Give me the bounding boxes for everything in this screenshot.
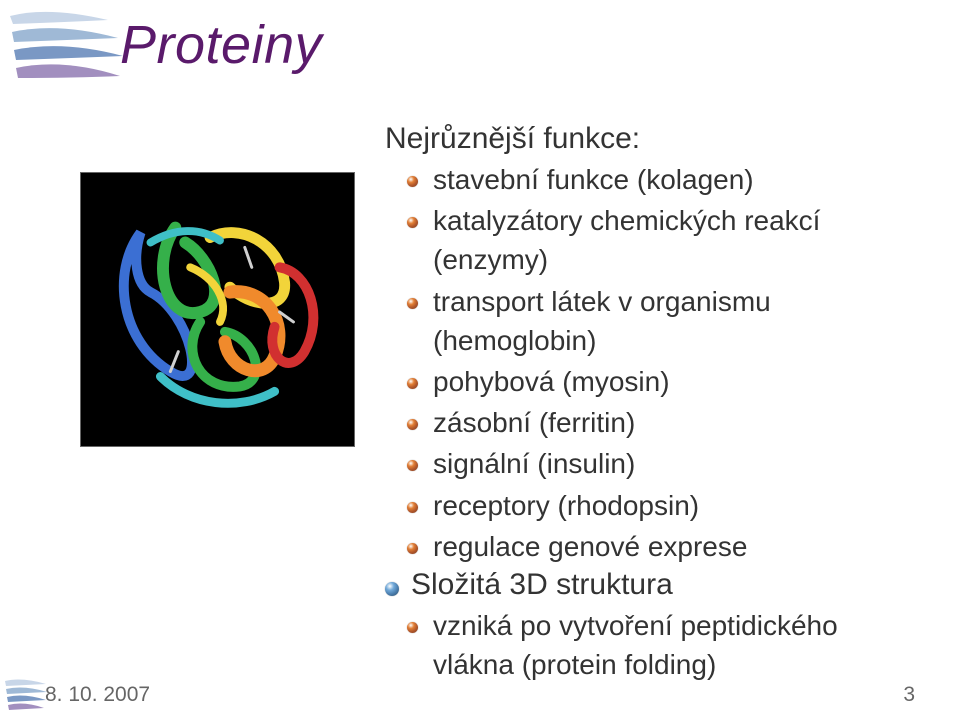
list-item: zásobní (ferritin) xyxy=(385,403,920,442)
list-item: transport látek v organismu (hemoglobin) xyxy=(385,282,920,360)
heading-functions: Nejrůznější funkce: xyxy=(385,122,920,156)
list-item: receptory (rhodopsin) xyxy=(385,486,920,525)
brush-svg xyxy=(8,6,128,92)
footer-date: 8. 10. 2007 xyxy=(45,683,150,707)
protein-ribbon-svg xyxy=(81,173,354,446)
list-item: pohybová (myosin) xyxy=(385,362,920,401)
text-column: Nejrůznější funkce: stavební funkce (kol… xyxy=(385,116,920,686)
list-item: katalyzátory chemických reakcí (enzymy) xyxy=(385,201,920,279)
heading-structure: Složitá 3D struktura xyxy=(385,568,920,602)
footer-page: 3 xyxy=(903,683,915,707)
protein-structure-figure xyxy=(80,172,355,447)
slide-title: Proteiny xyxy=(120,14,322,76)
list-item: signální (insulin) xyxy=(385,444,920,483)
list-item: vzniká po vytvoření peptidického vlákna … xyxy=(385,606,920,684)
list-item: regulace genové exprese xyxy=(385,527,920,566)
list-item: stavební funkce (kolagen) xyxy=(385,160,920,199)
decor-strokes-top xyxy=(8,6,128,92)
content-row: Nejrůznější funkce: stavební funkce (kol… xyxy=(80,116,920,686)
footer: 8. 10. 2007 3 xyxy=(0,683,960,707)
